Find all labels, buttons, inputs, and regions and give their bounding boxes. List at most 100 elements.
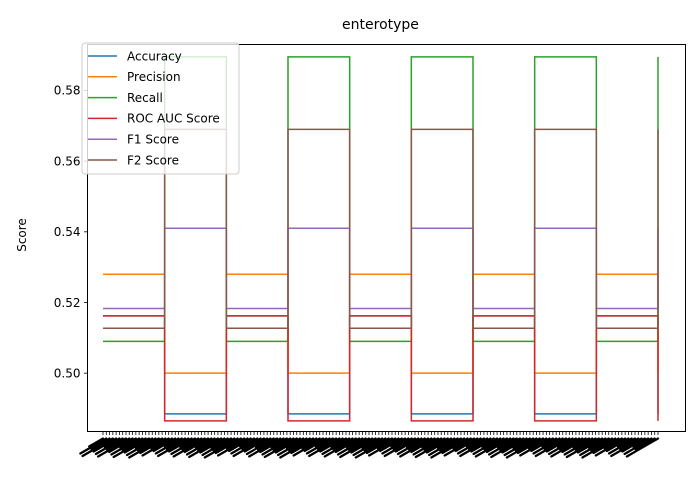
x-tick-label-glyph (390, 437, 407, 448)
x-tick-label-glyph (108, 437, 134, 454)
x-tick-label-glyph (301, 437, 321, 450)
x-tick-label-glyph (259, 437, 285, 454)
x-tick-label-glyph (323, 437, 357, 458)
x-tick-label-glyph (134, 437, 154, 450)
x-tick-label-glyph (263, 437, 298, 459)
x-tick-label-glyph (316, 437, 338, 451)
x-tick-label-glyph (228, 437, 252, 453)
x-tick-label-glyph (467, 437, 489, 451)
legend-label-3: ROC AUC Score (127, 112, 220, 126)
x-tick-label-glyph (412, 437, 443, 456)
x-tick-label-glyph (199, 437, 226, 454)
legend-label-0: Accuracy (127, 49, 182, 63)
y-tick-label: 0.56 (54, 154, 81, 168)
x-tick-label-glyph (363, 437, 387, 452)
legend-box (81, 42, 240, 175)
x-tick-label-glyph (430, 437, 466, 459)
x-tick-label-glyph (392, 437, 413, 451)
x-tick-label-glyph (79, 437, 108, 455)
x-tick-label-glyph (423, 437, 446, 452)
x-tick-label-glyph (441, 437, 469, 455)
x-tick-label-glyph (490, 437, 525, 459)
x-tick-label-glyph (368, 437, 400, 457)
x-tick-label-glyph (414, 437, 449, 459)
x-tick-label-glyph (347, 437, 371, 452)
x-tick-label-glyph (610, 437, 643, 458)
x-tick-label-glyph (336, 437, 367, 456)
x-tick-label-glyph (405, 437, 423, 449)
x-tick-label-glyph (96, 437, 131, 458)
x-tick-label-glyph (421, 437, 440, 449)
x-tick-label-glyph (110, 437, 141, 456)
x-tick-label-glyph (203, 437, 239, 459)
x-tick-label-glyph (556, 437, 574, 449)
x-tick-label-glyph (119, 437, 137, 449)
x-tick-label-glyph (550, 437, 584, 458)
x-tick-label-glyph (181, 437, 203, 451)
x-tick-label-glyph (308, 437, 341, 458)
x-tick-label-glyph (245, 437, 275, 456)
x-tick-label-glyph (559, 437, 581, 451)
x-tick-label-glyph (276, 437, 308, 457)
x-tick-label-glyph (194, 437, 213, 449)
x-tick-label-glyph (625, 437, 660, 458)
x-tick-label-glyph (168, 437, 193, 453)
plot-frame (87, 44, 686, 432)
x-tick-label-glyph (290, 437, 318, 455)
x-tick-label-glyph (112, 437, 147, 459)
x-tick-label-glyph (574, 437, 597, 452)
x-tick-label-glyph (545, 437, 571, 453)
x-tick-label-glyph (501, 437, 528, 454)
x-tick-label-glyph (141, 437, 174, 457)
x-tick-label-glyph (243, 437, 269, 453)
x-tick-label-glyph (274, 437, 302, 454)
legend: Accuracy Precision Recall ROC AUC Score F1 S… (81, 42, 240, 175)
x-tick-label-glyph (163, 437, 180, 448)
x-tick-label-glyph (90, 437, 111, 451)
x-tick-label-glyph (105, 437, 128, 451)
x-tick-label-glyph (256, 437, 279, 451)
x-tick-label-glyph (527, 437, 548, 450)
legend-label-1: Precision (127, 70, 181, 84)
x-tick-label-glyph (381, 437, 410, 455)
x-tick-label-glyph (165, 437, 187, 451)
x-tick-label-glyph (214, 437, 243, 455)
x-tick-label-glyph (88, 437, 105, 448)
x-tick-label-glyph (185, 437, 216, 456)
x-tick-label-glyph (201, 437, 233, 457)
x-tick-label-glyph (196, 437, 220, 452)
x-tick-label-glyph (241, 437, 262, 451)
x-tick-label-glyph (443, 437, 476, 457)
x-tick-label-glyph (150, 437, 170, 450)
x-tick-label-glyph (396, 437, 426, 456)
x-tick-label-glyph (261, 437, 292, 456)
x-tick-label-glyph (605, 437, 630, 453)
x-tick-label-glyph (354, 437, 390, 459)
y-tick-label: 0.50 (54, 366, 81, 380)
x-tick-label-glyph (516, 437, 545, 455)
x-tick-label-glyph (514, 437, 538, 452)
x-tick-label-glyph (481, 437, 499, 449)
x-tick-label-glyph (121, 437, 144, 452)
x-tick-label-glyph (474, 437, 509, 458)
x-tick-label-glyph (285, 437, 305, 450)
x-tick-label-glyph (183, 437, 210, 454)
x-tick-label-glyph (152, 437, 177, 453)
x-tick-label-glyph (503, 437, 535, 457)
x-tick-label-glyph (352, 437, 384, 457)
x-tick-label-glyph (154, 437, 183, 455)
x-tick-label-glyph (350, 437, 377, 454)
x-tick-label-glyph (594, 437, 627, 457)
x-tick-label-glyph (565, 437, 600, 459)
x-tick-label-glyph (607, 437, 637, 455)
x-tick-label-glyph (572, 437, 591, 449)
x-tick-label-glyph (123, 437, 151, 454)
y-axis-ticks: 0.50 0.52 0.54 0.56 0.58 (54, 84, 88, 380)
x-tick-label-glyph (103, 437, 121, 449)
x-tick-label-glyph (230, 437, 259, 455)
x-tick-label-glyph (94, 437, 124, 456)
chart-title: enterotype (342, 17, 419, 33)
x-tick-label-glyph (472, 437, 502, 456)
x-tick-label-glyph (603, 437, 623, 450)
